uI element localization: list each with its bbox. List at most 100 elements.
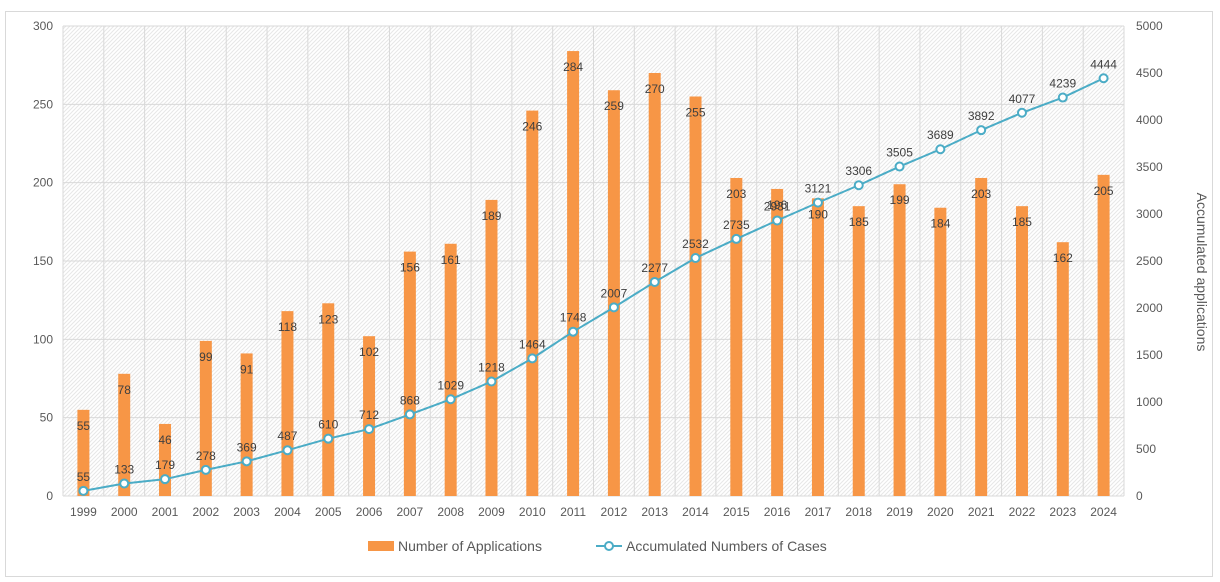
y-left-tick: 250 — [33, 97, 53, 111]
line-point — [1016, 107, 1027, 118]
y-left-tick: 200 — [33, 176, 53, 190]
y-right-tick: 1000 — [1136, 395, 1163, 409]
bar-data-label: 162 — [1053, 251, 1073, 265]
line-data-label: 1029 — [437, 378, 464, 392]
line-point — [690, 252, 701, 263]
line-data-label: 3689 — [927, 128, 954, 142]
line-data-label: 1218 — [478, 361, 505, 375]
y-left-tick: 100 — [33, 332, 53, 346]
bar — [444, 243, 457, 496]
bar-data-label: 203 — [971, 187, 991, 201]
line-data-labels: 55 133 179 278 369 487 610 712 868 1029 1218 1464 17… — [77, 57, 1118, 484]
line-point — [282, 445, 293, 456]
line-data-label: 2735 — [723, 218, 750, 232]
x-tick: 2019 — [886, 505, 913, 519]
line-point — [894, 161, 905, 172]
y-left-tick: 150 — [33, 254, 53, 268]
line-data-label: 868 — [400, 393, 420, 407]
bar — [1097, 174, 1110, 497]
left-axis-ticks: 0 50 100 150 200 250 300 — [33, 19, 53, 503]
line-point — [1057, 92, 1068, 103]
line-path — [83, 77, 1105, 492]
line-point — [812, 197, 823, 208]
line-data-label: 133 — [114, 462, 134, 476]
y-right-tick: 500 — [1136, 442, 1156, 456]
bar — [485, 199, 498, 496]
bar-data-labels: 55 78 46 99 91 118 123 102 156 161 189 246 284 259 270… — [77, 60, 1114, 447]
line-point — [608, 302, 619, 313]
bar-data-label: 185 — [1012, 215, 1032, 229]
x-tick: 2006 — [356, 505, 383, 519]
line-point — [404, 409, 415, 420]
bar — [934, 207, 947, 496]
x-tick: 2023 — [1049, 505, 1076, 519]
x-axis-ticks: 1999 2000 2001 2002 2003 2004 2005 2006 2007 2008… — [70, 505, 1117, 519]
right-axis-ticks: 0 500 1000 1500 2000 2500 3000 3500 4000 4500 5000 — [1136, 19, 1163, 503]
y-left-tick: 300 — [33, 19, 53, 33]
legend-bar-label: Number of Applications — [398, 538, 542, 554]
line-data-label: 278 — [196, 449, 216, 463]
line-data-label: 4077 — [1009, 92, 1036, 106]
legend-line-marker — [604, 541, 614, 551]
line-data-label: 3306 — [845, 164, 872, 178]
bar-data-label: 78 — [118, 383, 132, 397]
x-tick: 2005 — [315, 505, 342, 519]
line-point — [323, 433, 334, 444]
bar — [526, 110, 539, 496]
bar — [730, 177, 743, 496]
bar — [118, 373, 131, 496]
x-tick: 2021 — [968, 505, 995, 519]
line-data-label: 4444 — [1090, 57, 1117, 71]
line-point — [527, 353, 538, 364]
bar — [322, 303, 335, 496]
bar — [689, 96, 702, 496]
y-right-tick: 0 — [1136, 489, 1143, 503]
x-tick: 2024 — [1090, 505, 1117, 519]
bar-data-label: 99 — [199, 350, 213, 364]
x-tick: 2007 — [397, 505, 424, 519]
line-data-label: 2931 — [764, 199, 791, 213]
bar-data-label: 189 — [481, 209, 501, 223]
bar-data-label: 123 — [318, 312, 338, 326]
line-point — [445, 394, 456, 405]
right-axis-title: Accumulated applications — [1194, 193, 1210, 352]
line-point — [731, 233, 742, 244]
line-point — [649, 276, 660, 287]
line-data-label: 610 — [318, 418, 338, 432]
x-tick: 2010 — [519, 505, 546, 519]
bar-data-label: 185 — [849, 215, 869, 229]
x-tick: 2014 — [682, 505, 709, 519]
y-right-tick: 5000 — [1136, 19, 1163, 33]
line-data-label: 369 — [237, 440, 257, 454]
x-tick: 2011 — [560, 505, 586, 519]
bar — [77, 409, 90, 496]
bar-data-label: 55 — [77, 419, 91, 433]
bar-data-label: 102 — [359, 345, 379, 359]
y-right-tick: 2000 — [1136, 301, 1163, 315]
y-left-tick: 50 — [40, 411, 54, 425]
bar — [567, 51, 580, 497]
bar-data-label: 284 — [563, 60, 583, 74]
line-point — [241, 456, 252, 467]
bar-data-label: 46 — [158, 433, 172, 447]
bar-data-label: 255 — [686, 106, 706, 120]
bar-data-label: 118 — [278, 320, 297, 334]
line-point — [119, 478, 130, 489]
line-series — [78, 73, 1109, 496]
line-data-label: 2007 — [601, 286, 628, 300]
line-data-label: 1464 — [519, 337, 546, 351]
bar-data-label: 91 — [240, 362, 254, 376]
bar — [1015, 206, 1028, 496]
line-point — [78, 485, 89, 496]
x-tick: 2020 — [927, 505, 954, 519]
y-right-tick: 3500 — [1136, 160, 1163, 174]
line-data-label: 487 — [277, 429, 297, 443]
x-tick: 2003 — [233, 505, 260, 519]
bar-data-label: 161 — [441, 253, 461, 267]
bar — [771, 188, 784, 496]
x-tick: 2016 — [764, 505, 791, 519]
chart-frame — [5, 11, 1213, 577]
bar-data-label: 190 — [808, 207, 828, 221]
line-point — [935, 144, 946, 155]
